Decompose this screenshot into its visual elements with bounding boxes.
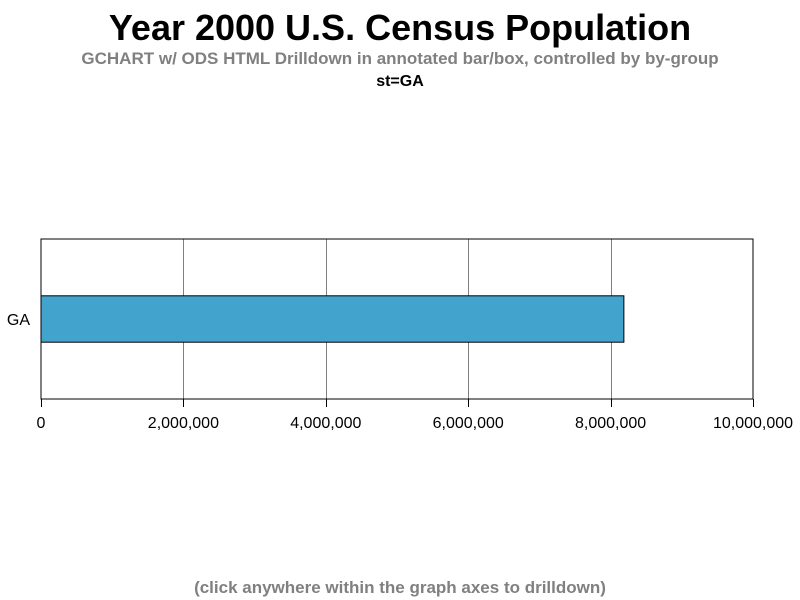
- x-tick-label: 2,000,000: [148, 415, 219, 432]
- category-labels: GA: [7, 312, 30, 329]
- x-tick-label: 10,000,000: [713, 415, 793, 432]
- x-tick-label: 8,000,000: [575, 415, 646, 432]
- bars: [40, 295, 625, 343]
- x-tick-label: 0: [37, 415, 46, 432]
- x-tick-label: 6,000,000: [433, 415, 504, 432]
- drilldown-footnote: (click anywhere within the graph axes to…: [194, 578, 606, 597]
- category-label: GA: [7, 312, 30, 329]
- bar-ga[interactable]: [40, 295, 625, 343]
- chart-title: Year 2000 U.S. Census Population: [108, 7, 692, 48]
- x-tick-label: 4,000,000: [290, 415, 361, 432]
- by-group-label: st=GA: [376, 73, 424, 90]
- chart-subtitle: GCHART w/ ODS HTML Drilldown in annotate…: [81, 49, 719, 68]
- x-axis-ticks: 0 2,000,000 4,000,000 6,000,000 8,000,000 10,…: [37, 399, 793, 432]
